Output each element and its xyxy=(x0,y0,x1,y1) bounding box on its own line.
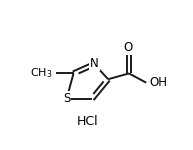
Text: HCl: HCl xyxy=(77,116,98,128)
Text: OH: OH xyxy=(150,76,168,89)
Text: O: O xyxy=(123,41,132,54)
Text: S: S xyxy=(63,92,70,105)
Text: N: N xyxy=(90,57,99,70)
Text: CH$_3$: CH$_3$ xyxy=(30,67,53,80)
